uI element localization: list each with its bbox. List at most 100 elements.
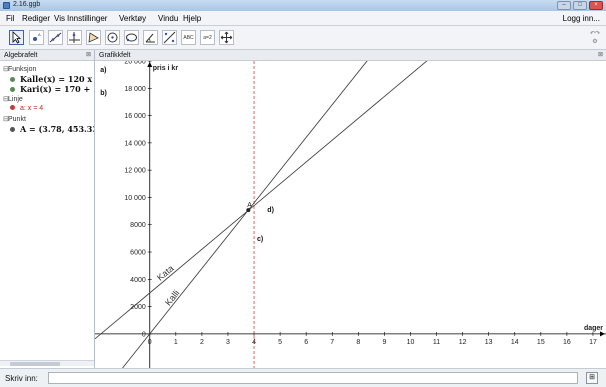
algebra-close-icon[interactable]: ⊠ (85, 52, 91, 58)
graphics-panel: Grafikkfelt ⊠ 01234567891011121314151617… (95, 50, 606, 368)
menu-verktoy[interactable]: Verktøy (119, 14, 147, 23)
list-item-kalle[interactable]: Kalle(x) = 120 x (10, 74, 94, 84)
y-tick-label: 16 000 (124, 113, 146, 120)
visibility-dot-icon[interactable] (10, 77, 15, 82)
menu-fil[interactable]: Fil (6, 14, 15, 23)
y-tick-label: 20 000 (124, 61, 146, 66)
move-view-tool[interactable] (219, 30, 234, 45)
visibility-dot-icon[interactable] (10, 87, 15, 92)
annotation-c: c) (257, 236, 263, 243)
line-tool-icon (49, 32, 62, 43)
close-button[interactable]: × (589, 1, 603, 10)
y-tick-label: 2000 (130, 304, 146, 311)
line-tool[interactable] (48, 30, 63, 45)
title-bar: 2.16.ggb – □ × (0, 0, 606, 11)
geogebra-app-icon (3, 2, 10, 9)
category-punkt[interactable]: ⊟Punkt (3, 115, 94, 124)
graphics-title: Grafikkfelt (99, 52, 131, 59)
x-tick-label: 5 (278, 339, 282, 346)
menu-vis[interactable]: Vis (54, 14, 65, 23)
menu-innstillinger[interactable]: Innstillinger (67, 14, 108, 23)
y-tick-label: 14 000 (124, 140, 146, 147)
point-a-text: A = (3.78, 453.33) (20, 124, 94, 134)
category-label: Linje (8, 96, 23, 103)
list-item-line-a[interactable]: a: x = 4 (10, 104, 94, 114)
x-tick-label: 3 (226, 339, 230, 346)
x-tick-label: 16 (563, 339, 571, 346)
line-kalle (122, 61, 368, 368)
menu-hjelp[interactable]: Hjelp (183, 14, 202, 23)
visibility-dot-icon[interactable] (10, 127, 15, 132)
annotation-d: d) (267, 207, 274, 214)
circle-tool-icon (107, 32, 118, 43)
minimize-button[interactable]: – (557, 1, 571, 10)
toolbar: A ABC a=2 ↶↷ ⚙ (0, 26, 606, 50)
perpendicular-tool[interactable] (67, 30, 82, 45)
undo-redo-icons[interactable]: ↶↷ ⚙ (589, 31, 601, 45)
y-tick-label: 6000 (130, 250, 146, 257)
reflect-tool[interactable] (162, 30, 177, 45)
scrollbar-thumb[interactable] (10, 362, 60, 366)
move-tool[interactable] (9, 30, 24, 45)
perpendicular-tool-icon (69, 32, 80, 43)
x-tick-label: 17 (589, 339, 597, 346)
graphics-header: Grafikkfelt ⊠ (95, 50, 606, 61)
window-title: 2.16.ggb (13, 1, 41, 8)
algebra-list: ⊟Funksjon Kalle(x) = 120 x Kari(x) = 170… (0, 61, 94, 134)
polygon-tool[interactable] (86, 30, 101, 45)
algebra-scrollbar[interactable] (0, 360, 94, 366)
text-tool[interactable]: ABC (181, 30, 196, 45)
slider-tool[interactable]: a=2 (200, 30, 215, 45)
list-item-kari[interactable]: Kari(x) = 170 + (10, 84, 94, 94)
circle-tool[interactable] (105, 30, 120, 45)
x-tick-label: 6 (304, 339, 308, 346)
annotation-a: a) (100, 67, 106, 74)
slider-tool-icon: a=2 (203, 34, 212, 41)
conic-tool[interactable] (124, 30, 139, 45)
input-help-button[interactable]: ⊞ (586, 372, 598, 384)
collapse-icon: ⊟ (3, 116, 9, 123)
category-linje[interactable]: ⊟Linje (3, 95, 94, 104)
maximize-button[interactable]: □ (573, 1, 587, 10)
angle-tool[interactable] (143, 30, 158, 45)
x-tick-label: 7 (330, 339, 334, 346)
y-tick-label: 18 000 (124, 86, 146, 93)
reflect-tool-icon (163, 31, 176, 44)
line-kari (95, 61, 428, 340)
input-label: Skriv inn: (5, 374, 38, 383)
conic-tool-icon (126, 33, 137, 42)
y-tick-label: 12 000 (124, 168, 146, 175)
point-tool[interactable]: A (29, 30, 44, 45)
visibility-dot-icon[interactable] (10, 105, 15, 110)
menu-bar: Fil Rediger Vis Innstillinger Verktøy Vi… (0, 11, 606, 26)
y-tick-label: 10 000 (124, 195, 146, 202)
login-link[interactable]: Logg inn... (562, 14, 600, 23)
y-axis-arrow-icon (147, 62, 153, 67)
x-tick-label: 13 (485, 339, 493, 346)
graphics-close-icon[interactable]: ⊠ (597, 52, 603, 58)
text-tool-icon: ABC (183, 34, 194, 41)
algebra-panel: Algebrafelt ⊠ ⊟Funksjon Kalle(x) = 120 x… (0, 50, 95, 368)
svg-text:A: A (38, 32, 41, 37)
input-field[interactable] (48, 372, 578, 384)
menu-vindu[interactable]: Vindu (158, 14, 179, 23)
category-funksjon[interactable]: ⊟Funksjon (3, 65, 94, 74)
polygon-tool-icon (88, 32, 99, 43)
function-kalle-text: Kalle(x) = 120 x (20, 74, 93, 84)
x-tick-label: 9 (382, 339, 386, 346)
menu-rediger[interactable]: Rediger (22, 14, 51, 23)
point-a-label: A (247, 202, 252, 209)
x-tick-label: 15 (537, 339, 545, 346)
list-item-point-a[interactable]: A = (3.78, 453.33) (10, 124, 94, 134)
y-tick-label: 8000 (130, 222, 146, 229)
x-tick-label: 10 (407, 339, 415, 346)
angle-tool-icon (145, 33, 155, 43)
move-view-tool-icon (220, 31, 233, 44)
category-label: Punkt (8, 116, 26, 123)
algebra-title: Algebrafelt (4, 52, 38, 59)
x-tick-label: 12 (459, 339, 467, 346)
x-axis-label: dager (584, 325, 603, 332)
category-label: Funksjon (8, 66, 37, 73)
x-tick-label: 1 (174, 339, 178, 346)
